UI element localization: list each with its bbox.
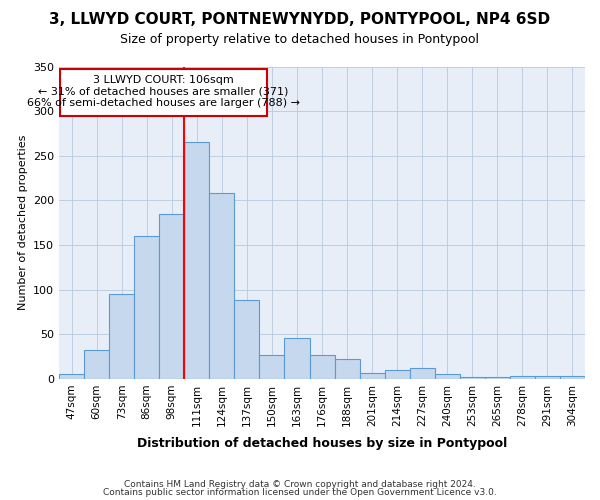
Bar [535,376,560,379]
X-axis label: Distribution of detached houses by size in Pontypool: Distribution of detached houses by size … [137,437,507,450]
Bar [284,338,310,379]
Text: Contains public sector information licensed under the Open Government Licence v3: Contains public sector information licen… [103,488,497,497]
FancyBboxPatch shape [61,69,267,116]
Bar [310,355,335,379]
Y-axis label: Number of detached properties: Number of detached properties [17,135,28,310]
Bar [485,377,510,379]
Text: ← 31% of detached houses are smaller (371): ← 31% of detached houses are smaller (37… [38,86,289,96]
Bar [109,294,134,379]
Bar [84,350,109,379]
Text: Contains HM Land Registry data © Crown copyright and database right 2024.: Contains HM Land Registry data © Crown c… [124,480,476,489]
Bar [335,360,359,379]
Bar [209,193,235,379]
Bar [560,376,585,379]
Text: 3, LLWYD COURT, PONTNEWYNYDD, PONTYPOOL, NP4 6SD: 3, LLWYD COURT, PONTNEWYNYDD, PONTYPOOL,… [49,12,551,28]
Bar [385,370,410,379]
Bar [435,374,460,379]
Bar [359,372,385,379]
Bar [510,376,535,379]
Bar [460,377,485,379]
Text: Size of property relative to detached houses in Pontypool: Size of property relative to detached ho… [121,32,479,46]
Bar [134,236,159,379]
Text: 3 LLWYD COURT: 106sqm: 3 LLWYD COURT: 106sqm [93,74,234,85]
Bar [235,300,259,379]
Bar [184,142,209,379]
Bar [259,355,284,379]
Bar [410,368,435,379]
Text: 66% of semi-detached houses are larger (788) →: 66% of semi-detached houses are larger (… [27,98,300,108]
Bar [159,214,184,379]
Bar [59,374,84,379]
